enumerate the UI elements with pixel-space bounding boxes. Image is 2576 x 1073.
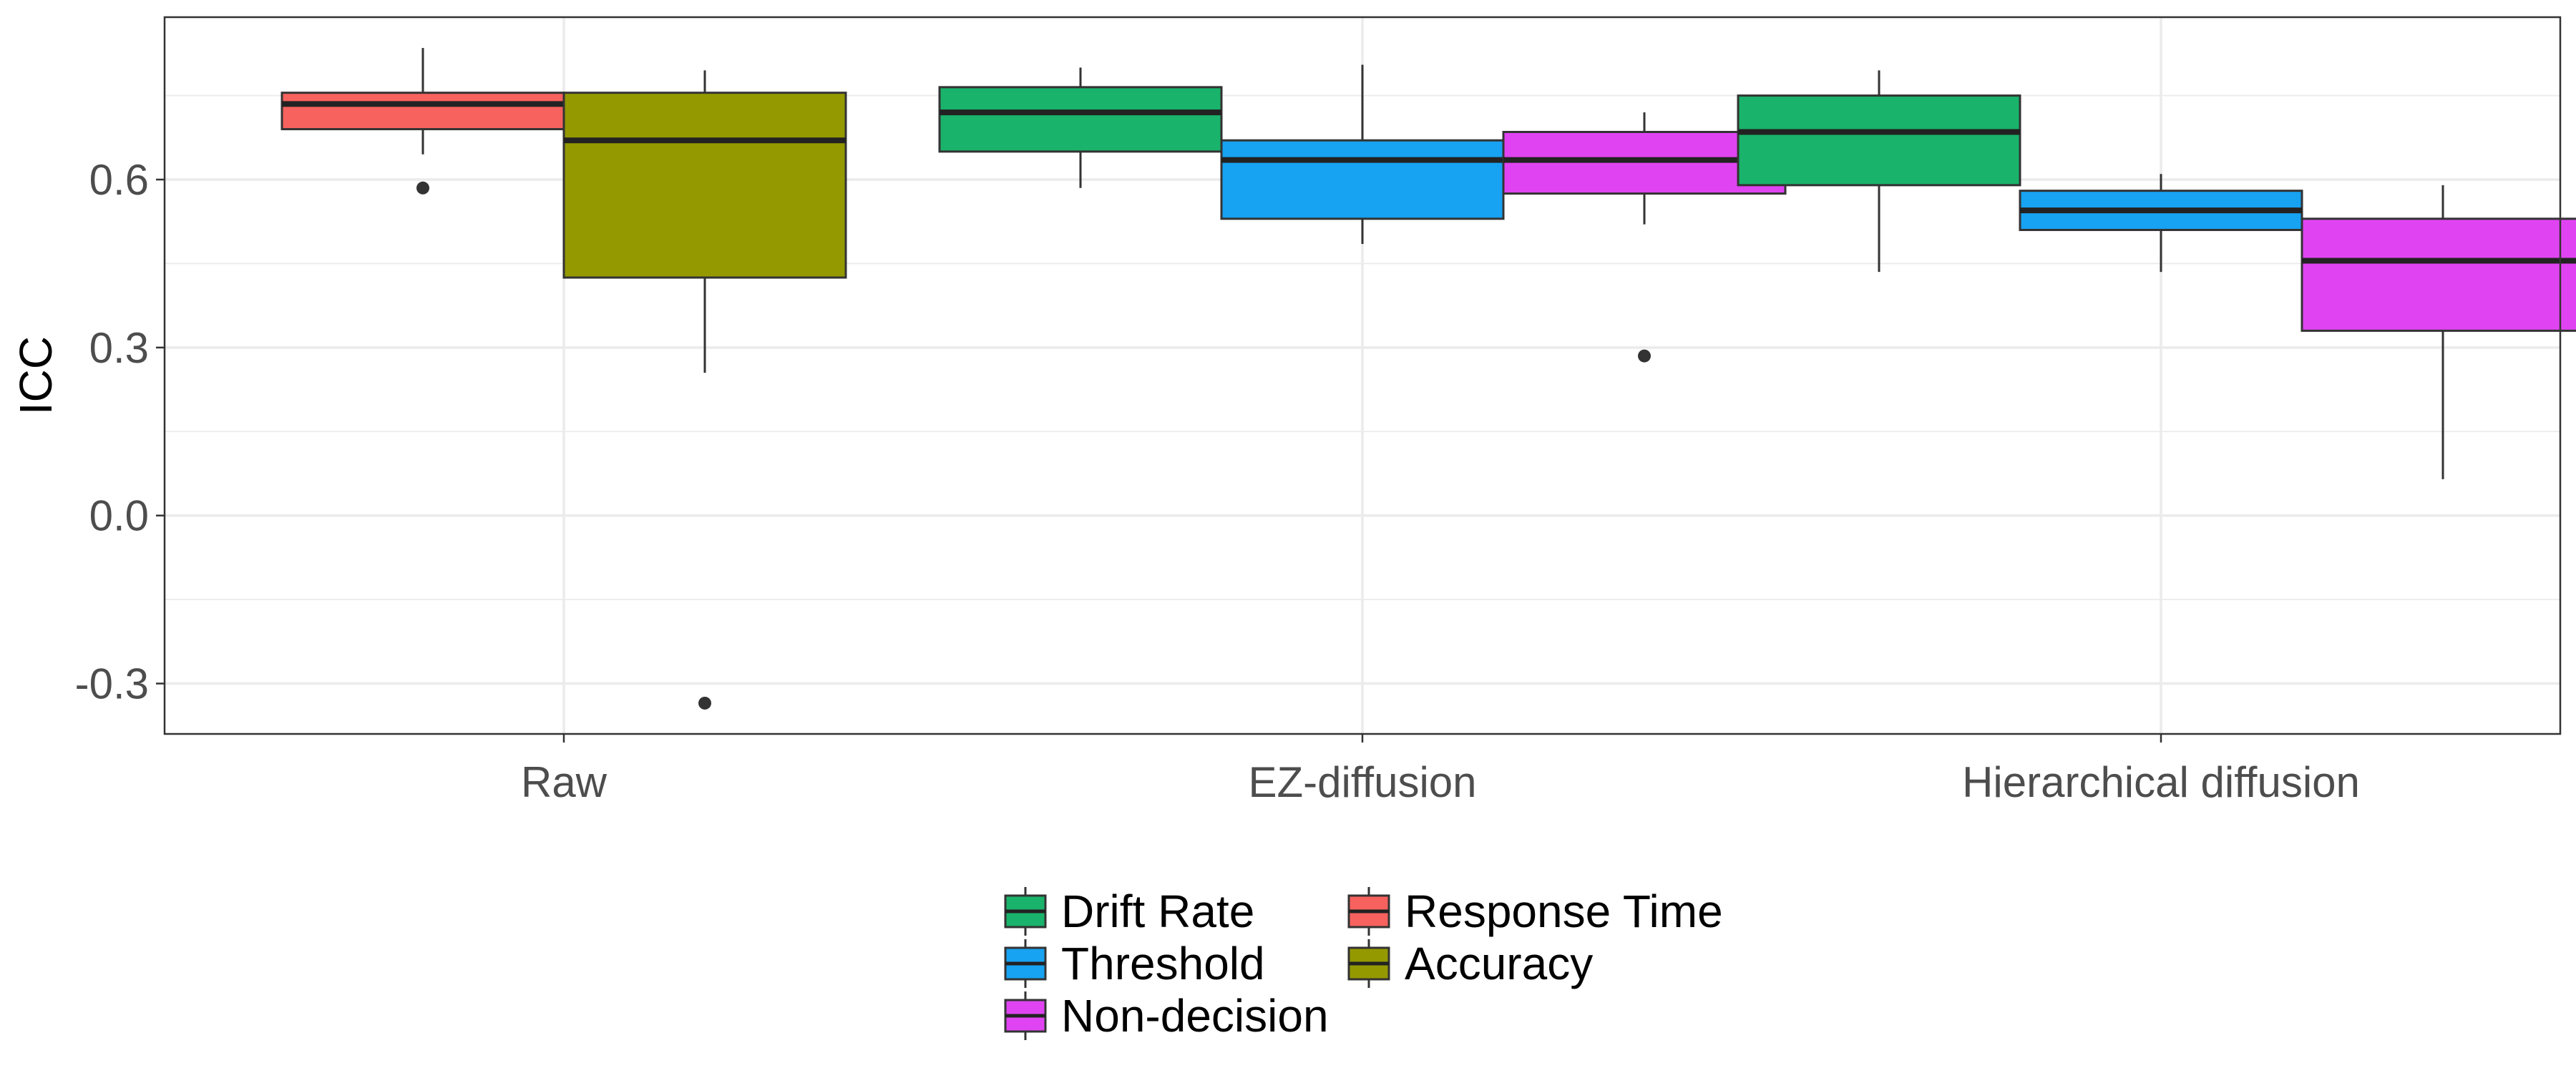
- box-iqr: [280, 92, 565, 131]
- x-tick-label: Raw: [521, 758, 608, 806]
- outlier-point: [698, 696, 711, 710]
- box-drift-rate: [938, 67, 1223, 188]
- legend-label: Accuracy: [1405, 938, 1593, 989]
- outlier-point: [416, 181, 429, 195]
- legend-item-threshold: Threshold: [1004, 938, 1265, 989]
- box-response-time: [280, 48, 565, 195]
- x-tick-label: Hierarchical diffusion: [1962, 758, 2360, 806]
- box-iqr: [1220, 139, 1505, 220]
- box-iqr: [562, 92, 847, 279]
- legend-label: Response Time: [1405, 886, 1723, 937]
- y-tick-label: -0.3: [75, 660, 149, 708]
- legend-label: Drift Rate: [1061, 886, 1254, 937]
- y-axis-title: ICC: [10, 336, 62, 415]
- legend-item-response-time: Response Time: [1347, 886, 1723, 937]
- box-non-decision: [2301, 185, 2576, 479]
- x-axis-ticks: Raw EZ-diffusion Hierarchical diffusion: [521, 734, 2360, 806]
- y-tick-label: 0.0: [89, 492, 149, 540]
- legend-item-non-decision: Non-decision: [1004, 990, 1329, 1042]
- box-iqr: [938, 86, 1223, 153]
- box-series: [280, 48, 2576, 710]
- box-iqr: [2301, 217, 2576, 332]
- box-iqr: [1737, 94, 2021, 187]
- x-tick-label: EZ-diffusion: [1248, 758, 1476, 806]
- legend: Drift Rate Response Time Threshold Accuracy…: [1004, 886, 1723, 1042]
- box-drift-rate: [1737, 70, 2021, 273]
- y-tick-label: 0.3: [89, 324, 149, 372]
- y-tick-label: 0.6: [89, 156, 149, 204]
- legend-label: Non-decision: [1061, 990, 1329, 1042]
- legend-item-drift-rate: Drift Rate: [1004, 886, 1254, 937]
- outlier-point: [1638, 349, 1651, 363]
- legend-label: Threshold: [1061, 938, 1265, 989]
- box-threshold: [2019, 174, 2303, 273]
- y-axis-ticks: -0.3 0.0 0.3 0.6: [75, 156, 165, 708]
- legend-item-accuracy: Accuracy: [1347, 938, 1593, 989]
- box-accuracy: [562, 70, 847, 710]
